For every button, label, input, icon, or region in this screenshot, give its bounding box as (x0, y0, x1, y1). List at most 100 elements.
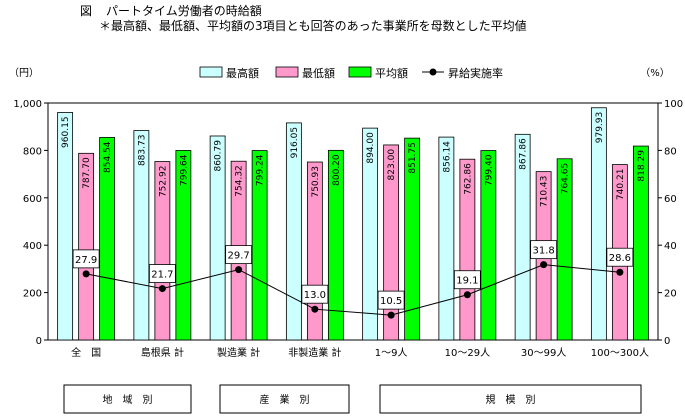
line-value-label: 13.0 (304, 290, 326, 301)
bar-value-label: 799.40 (484, 154, 494, 186)
line-label-box (530, 240, 558, 260)
plot-area (47, 102, 659, 341)
bar-value-label: 894.00 (366, 132, 376, 164)
category-label: 全 国 (71, 346, 101, 359)
bar-value-label: 752.92 (158, 166, 168, 198)
legend-label: 最高額 (226, 66, 259, 80)
bar-value-label: 799.24 (256, 154, 266, 186)
bar-value-label: 823.00 (387, 149, 397, 181)
legend-label: 昇給実施率 (448, 66, 503, 80)
category-label: 1～9人 (375, 347, 408, 359)
bar-value-label: 867.86 (519, 138, 529, 170)
legend-swatch (348, 66, 372, 78)
bar-value-label: 860.79 (214, 140, 224, 172)
y-left-tick-label: 400 (23, 241, 42, 252)
category-label: 10～29人 (445, 347, 490, 359)
y-right-unit: （%） (640, 67, 670, 79)
bar-value-label: 883.73 (137, 135, 147, 167)
bar-max (209, 135, 226, 341)
bar-value-label: 851.75 (408, 142, 418, 174)
y-left-tick-label: 800 (23, 146, 42, 157)
y-right-tick-label: 20 (664, 289, 677, 300)
group-box (63, 384, 192, 414)
line-point (463, 291, 471, 299)
group-label: 地 域 別 (103, 393, 153, 406)
bar-value-label: 740.21 (616, 169, 626, 201)
bar-avg (480, 150, 497, 341)
bar-avg (327, 149, 344, 341)
bar-value-label: 856.14 (442, 141, 452, 173)
bar-value-label: 854.54 (103, 141, 113, 173)
bar-value-label: 800.20 (332, 154, 342, 186)
line-label-box (148, 264, 176, 283)
y-left-tick-label: 1,000 (13, 99, 42, 110)
category-label: 30～99人 (521, 347, 566, 359)
line-label-box (225, 245, 253, 265)
y-right-tick-label: 60 (664, 194, 677, 205)
bar-max (514, 133, 531, 341)
bar-avg (175, 150, 192, 341)
bar-value-label: 750.93 (311, 166, 321, 198)
group-box (219, 384, 350, 414)
bar-value-label: 754.32 (235, 165, 245, 197)
bar-value-label: 979.93 (595, 112, 605, 144)
bar-max (285, 122, 302, 341)
bar-value-label: 787.70 (82, 157, 92, 189)
line-label-box (72, 249, 100, 269)
figure-title: 図パートタイム労働者の時給額 (80, 4, 262, 18)
bar-avg (556, 158, 573, 341)
bar-min (78, 152, 95, 341)
line-value-label: 27.9 (75, 255, 97, 266)
category-label: 非製造業 計 (288, 346, 341, 359)
legend-marker (429, 68, 437, 76)
line-value-label: 19.1 (456, 276, 478, 287)
legend-swatch (199, 66, 223, 78)
bar-avg (251, 150, 268, 341)
bar-min (459, 158, 476, 341)
line-value-label: 29.7 (227, 251, 249, 262)
y-right-tick-label: 40 (664, 241, 677, 252)
group-label: 規 模 別 (486, 394, 536, 406)
y-left-tick-label: 600 (23, 194, 42, 205)
bar-avg (99, 137, 116, 341)
line-value-label: 21.7 (151, 270, 173, 281)
bar-avg (632, 145, 649, 341)
y-right-tick-label: 80 (664, 146, 677, 157)
line-point (387, 311, 395, 319)
bar-avg (404, 137, 421, 341)
bar-max (133, 130, 150, 341)
bar-value-label: 799.64 (179, 154, 189, 186)
line-point (616, 268, 624, 276)
bar-max (590, 107, 607, 341)
y-left-tick-label: 200 (23, 289, 42, 300)
legend-swatch (275, 66, 299, 78)
bar-min (154, 161, 171, 341)
y-right-tick-label: 100 (664, 99, 683, 110)
line-point (235, 266, 243, 274)
line-value-label: 31.8 (532, 246, 554, 257)
line-label-box (301, 284, 329, 304)
line-label-box (606, 247, 634, 267)
line-label-box (453, 270, 481, 290)
bar-max (362, 127, 379, 341)
bar-max (438, 136, 455, 341)
category-label: 100～300人 (591, 347, 649, 359)
figure-title-text: パートタイム労働者の時給額 (106, 4, 262, 18)
y-left-tick-label: 0 (36, 336, 42, 347)
bar-value-label: 764.65 (561, 163, 571, 195)
category-label: 島根県 計 (141, 346, 184, 359)
line-point (540, 261, 548, 269)
bar-max (57, 112, 74, 341)
line-point (82, 270, 90, 278)
bar-value-label: 818.29 (637, 150, 647, 182)
bar-value-label: 960.15 (61, 116, 71, 148)
figure-subtitle: ＊最高額、最低額、平均額の3項目とも回答のあった事業所を母数とした平均値 (99, 19, 527, 33)
bar-value-label: 710.43 (540, 176, 550, 208)
figure-label: 図 (80, 4, 93, 18)
bar-value-label: 762.86 (463, 163, 473, 195)
line-point (158, 285, 166, 293)
y-left-unit: （円） (9, 67, 39, 79)
legend-label: 最低額 (302, 67, 335, 80)
line-value-label: 10.5 (380, 296, 402, 307)
